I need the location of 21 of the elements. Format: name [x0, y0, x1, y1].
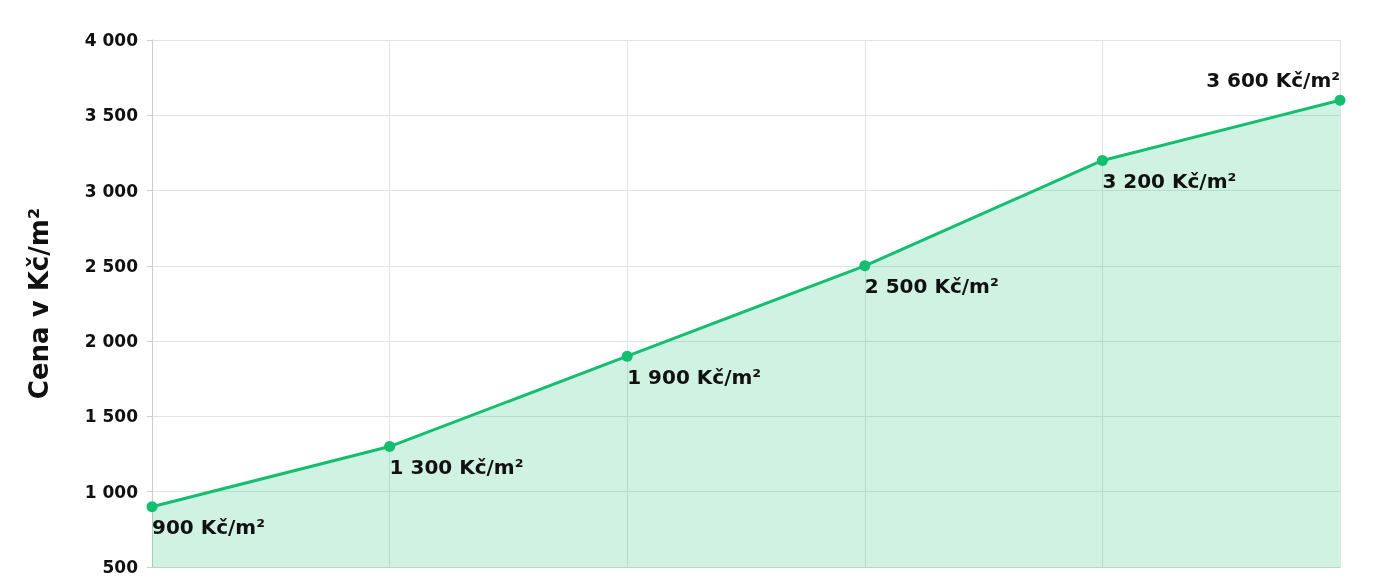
y-tick-label: 2 500 — [84, 255, 139, 276]
y-tick-label: 500 — [102, 557, 139, 577]
data-label: 1 900 Kč/m² — [627, 364, 762, 389]
data-label: 3 200 Kč/m² — [1102, 168, 1237, 193]
data-label: 1 300 Kč/m² — [389, 455, 524, 480]
y-tick-label: 4 000 — [84, 30, 139, 50]
point — [146, 501, 158, 513]
point — [1096, 154, 1108, 166]
point — [1334, 94, 1346, 106]
y-tick-label: 1 000 — [84, 481, 139, 502]
y-axis-title: Cena v Kč/m² — [24, 207, 54, 400]
y-tick-label: 3 000 — [84, 180, 139, 201]
point — [859, 260, 871, 272]
data-label: 900 Kč/m² — [152, 515, 265, 540]
y-tick-label: 3 500 — [84, 105, 139, 126]
data-label: 3 600 Kč/m² — [1206, 67, 1340, 92]
data-label: 2 500 Kč/m² — [864, 274, 999, 299]
point — [621, 350, 633, 362]
y-tick-label: 2 000 — [84, 331, 139, 352]
y-tick-label: 1 500 — [84, 406, 139, 427]
point — [384, 441, 396, 453]
